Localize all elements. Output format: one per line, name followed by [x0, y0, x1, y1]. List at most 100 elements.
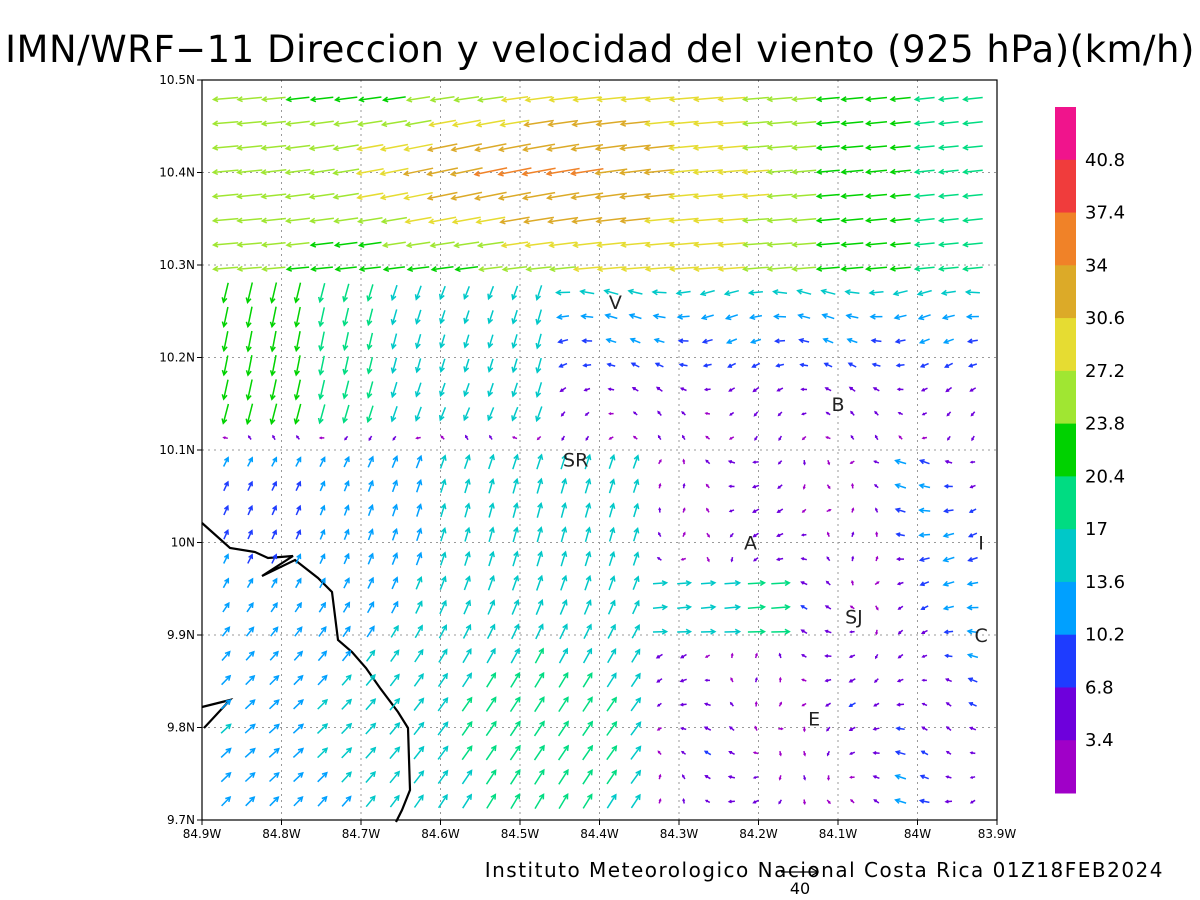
wind-arrow [319, 480, 326, 492]
wind-arrow-head [692, 241, 700, 248]
wind-arrow [918, 459, 930, 465]
wind-arrow-shaft [414, 625, 423, 639]
wind-arrow-shaft [382, 216, 408, 223]
wind-arrow-shaft [939, 121, 959, 125]
wind-arrow [962, 95, 983, 103]
wind-arrow [754, 676, 758, 683]
city-label: C [974, 625, 987, 647]
wind-arrow [821, 313, 835, 320]
wind-arrow-shaft [512, 382, 519, 397]
wind-arrow [558, 647, 568, 664]
wind-arrow [414, 285, 422, 301]
wind-arrow-shaft [550, 266, 577, 271]
wind-arrow-shaft [439, 455, 446, 469]
wind-arrow [439, 334, 446, 349]
wind-arrow-head [571, 218, 578, 225]
wind-arrow-head [513, 599, 520, 606]
wind-arrow-shaft [438, 649, 448, 663]
wind-arrow-head [537, 574, 544, 582]
wind-arrow-shaft [213, 145, 239, 149]
wind-arrow-shaft [677, 606, 691, 610]
wind-arrow [293, 650, 304, 661]
wind-arrow-head [587, 793, 593, 800]
wind-arrow-shaft [488, 382, 494, 396]
wind-arrow-head [850, 410, 854, 415]
wind-arrow-shaft [727, 338, 738, 344]
wind-arrow-shaft [548, 216, 579, 223]
wind-arrow-shaft [294, 626, 303, 637]
wind-arrow [668, 96, 698, 103]
wind-arrow [294, 626, 303, 637]
wind-arrow-shaft [645, 96, 674, 101]
wind-arrow-shaft [295, 379, 302, 400]
wind-arrow-head [609, 453, 616, 461]
wind-arrow-head [730, 652, 734, 657]
wind-arrow [944, 653, 953, 659]
wind-arrow-head [609, 575, 616, 582]
wind-arrow-shaft [920, 557, 930, 561]
wind-arrow-head [464, 478, 471, 485]
wind-arrow-head [317, 296, 324, 304]
wind-arrow-head [791, 217, 798, 224]
wind-arrow-shaft [247, 379, 253, 400]
wind-arrow-shaft [573, 96, 602, 101]
wind-arrow-shaft [549, 96, 577, 101]
wind-arrow-shaft [390, 650, 400, 663]
wind-arrow-shaft [890, 145, 911, 149]
wind-arrow-head [851, 507, 855, 511]
wind-arrow-shaft [268, 723, 280, 734]
wind-arrow-shaft [572, 217, 603, 223]
wind-arrow-head [943, 629, 949, 635]
wind-arrow-shaft [767, 120, 793, 125]
wind-arrow [966, 580, 979, 587]
wind-arrow-shaft [247, 481, 253, 492]
wind-arrow [894, 750, 906, 756]
wind-arrow-shaft [915, 145, 935, 149]
wind-arrow-head [766, 193, 773, 200]
wind-arrow-head [827, 801, 831, 805]
wind-arrow [365, 795, 376, 808]
wind-arrow-shaft [391, 601, 399, 614]
wind-arrow [619, 120, 651, 127]
wind-arrow-head [889, 241, 896, 248]
wind-arrow-shaft [366, 626, 375, 638]
wind-arrow-shaft [319, 457, 326, 468]
wind-arrow-head [944, 653, 949, 659]
wind-arrow-shaft [293, 675, 304, 686]
wind-arrow [921, 436, 928, 440]
wind-arrow-head [729, 534, 733, 538]
wind-arrow-head [309, 241, 317, 248]
wind-arrow-shaft [384, 266, 405, 271]
wind-arrow-shaft [343, 283, 350, 302]
wind-arrow [429, 95, 455, 103]
wind-arrow-head [754, 700, 758, 705]
wind-arrow [450, 143, 483, 153]
wind-arrow-shaft [367, 381, 374, 398]
wind-arrow-head [699, 290, 707, 297]
wind-arrow-shaft [503, 266, 528, 271]
wind-arrow-shaft [557, 721, 569, 737]
wind-arrow-head [918, 556, 925, 563]
wind-arrow [463, 334, 470, 349]
wind-arrow-head [440, 435, 444, 439]
wind-arrow [803, 775, 807, 781]
wind-arrow [766, 241, 793, 248]
wind-arrow-head [656, 727, 660, 731]
wind-arrow [440, 435, 445, 440]
wind-arrow-head [741, 241, 749, 248]
wind-arrow-shaft [767, 96, 793, 101]
wind-arrow-shaft [841, 169, 864, 173]
wind-arrow-head [344, 437, 348, 441]
wind-arrow [682, 507, 686, 513]
wind-arrow [317, 747, 329, 759]
wind-arrow-shaft [485, 697, 497, 712]
wind-arrow-shaft [536, 551, 543, 567]
wind-arrow [874, 483, 879, 489]
wind-arrow-shaft [360, 266, 381, 271]
wind-arrow-head [321, 674, 328, 681]
wind-arrow-shaft [866, 169, 888, 173]
wind-arrow [918, 556, 930, 563]
wind-arrow-shaft [608, 576, 615, 591]
wind-arrow [632, 435, 638, 440]
wind-arrow-head [889, 192, 896, 200]
